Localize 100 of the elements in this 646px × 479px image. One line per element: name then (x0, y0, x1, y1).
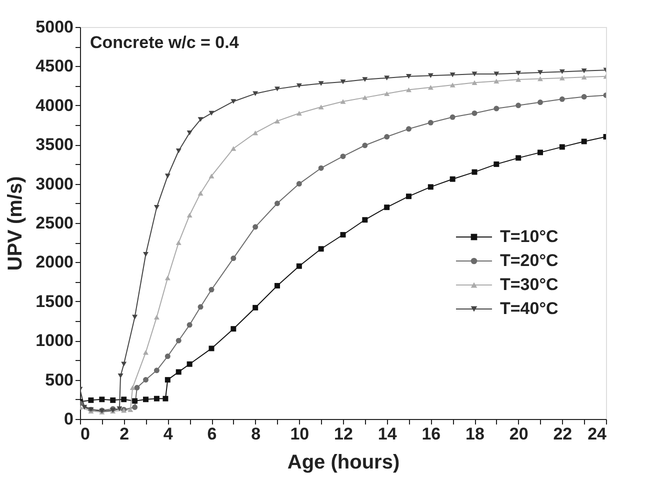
point (252, 224, 258, 230)
point (186, 130, 192, 136)
point (164, 377, 170, 383)
point (406, 87, 412, 92)
point (472, 110, 478, 116)
point (559, 144, 565, 150)
point (472, 72, 478, 76)
point (252, 91, 258, 96)
point (318, 81, 324, 86)
point (176, 240, 182, 245)
point (230, 99, 236, 104)
point (82, 404, 88, 410)
point (581, 138, 587, 144)
point (559, 96, 565, 102)
point (406, 74, 412, 79)
point (362, 95, 368, 100)
x-tick-label: 6 (207, 424, 217, 444)
point (384, 91, 390, 96)
point (318, 104, 324, 110)
y-tick-label: 1000 (36, 331, 74, 350)
point (362, 77, 368, 82)
point (132, 314, 138, 320)
point (186, 322, 192, 328)
point (450, 114, 456, 120)
point (428, 84, 434, 90)
x-tick-label: 22 (553, 424, 572, 444)
point (296, 263, 302, 269)
point (121, 362, 127, 366)
point (494, 78, 500, 84)
y-tick-label: 0 (64, 410, 74, 428)
point (164, 354, 170, 360)
point (208, 174, 214, 178)
y-tick-label: 500 (45, 370, 74, 390)
point (208, 110, 214, 116)
point (252, 304, 258, 310)
point (296, 181, 302, 187)
point (559, 76, 565, 80)
point (581, 68, 587, 74)
point (516, 77, 522, 82)
point (472, 80, 478, 86)
point (164, 174, 170, 178)
point (176, 369, 182, 375)
point (428, 120, 434, 126)
point (130, 385, 136, 390)
y-axis-title: UPV (m/s) (4, 176, 27, 271)
point (538, 100, 543, 105)
y-tick-label: 1500 (36, 292, 74, 311)
point (186, 212, 192, 218)
point (176, 338, 182, 344)
point (516, 155, 522, 161)
point (230, 256, 236, 262)
point (384, 76, 390, 80)
point (274, 282, 280, 288)
point (340, 99, 346, 104)
point (384, 134, 390, 140)
point (164, 276, 170, 280)
legend-label: T=20°C (500, 251, 558, 270)
point (162, 396, 168, 402)
point (494, 161, 500, 167)
point (538, 70, 543, 75)
point (340, 80, 346, 84)
point (450, 82, 456, 88)
point (494, 72, 500, 76)
legend-label: T=30°C (500, 275, 558, 294)
y-tick-label: 3000 (36, 174, 74, 194)
point (559, 69, 565, 74)
point (143, 396, 148, 402)
point (208, 346, 214, 352)
point (428, 73, 434, 78)
point (581, 94, 587, 100)
legend-label: T=40°C (500, 299, 558, 318)
point (143, 377, 148, 383)
y-tick-label: 2500 (36, 214, 74, 232)
x-tick-label: 24 (588, 424, 608, 444)
point (296, 83, 302, 88)
y-tick-label: 4500 (36, 56, 74, 76)
point (362, 142, 368, 148)
point (154, 314, 160, 320)
point (230, 326, 236, 332)
y-tick-label: 3500 (36, 135, 74, 154)
x-tick-label: 16 (422, 424, 441, 444)
point (406, 126, 412, 132)
x-tick-label: 18 (466, 424, 484, 444)
point (538, 76, 543, 82)
point (362, 217, 368, 223)
point (318, 165, 324, 171)
x-tick-label: 4 (163, 424, 174, 444)
point (252, 130, 258, 136)
point (154, 204, 160, 210)
y-tick-label: 4000 (36, 96, 74, 115)
x-tick-label: 8 (251, 424, 261, 444)
point (121, 396, 127, 402)
point (116, 406, 122, 412)
point (406, 194, 412, 200)
point (186, 361, 192, 367)
point (99, 396, 105, 402)
point (450, 72, 456, 78)
y-tick-label: 5000 (36, 18, 74, 36)
point (208, 286, 214, 292)
point (198, 117, 204, 122)
